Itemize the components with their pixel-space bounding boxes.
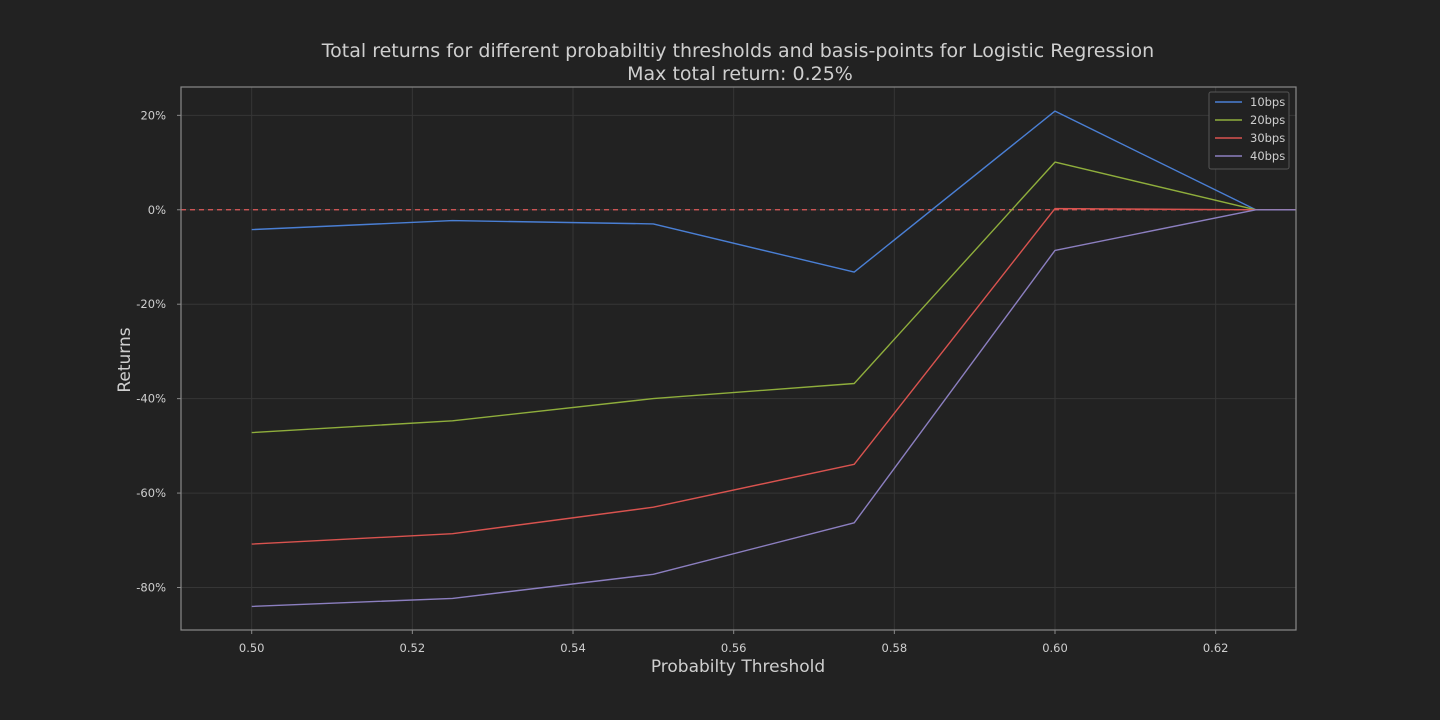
legend: 10bps 20bps 30bps 40bps — [1208, 91, 1290, 170]
x-tick-label: 0.58 — [882, 641, 908, 655]
legend-label-30bps: 30bps — [1250, 131, 1285, 145]
y-axis-label: Returns — [115, 327, 135, 392]
series-line-40bps — [251, 209, 1296, 608]
series-lines — [251, 110, 1296, 608]
y-tick-label: -40% — [136, 392, 166, 406]
chart-title: Total returns for different probabiltiy … — [321, 40, 1154, 62]
y-tick-label: -20% — [136, 297, 166, 311]
legend-label-20bps: 20bps — [1250, 113, 1285, 127]
legend-label-40bps: 40bps — [1250, 149, 1285, 163]
x-tick-label: 0.50 — [239, 641, 265, 655]
legend-label-10bps: 10bps — [1250, 95, 1285, 109]
y-tick-label: -80% — [136, 581, 166, 595]
chart-subtitle: Max total return: 0.25% — [627, 63, 853, 85]
legend-box — [1208, 91, 1290, 170]
x-tick-label: 0.56 — [721, 641, 747, 655]
x-tick-label: 0.54 — [560, 641, 586, 655]
grid-lines — [181, 87, 1296, 630]
y-tick-label: 0% — [148, 203, 166, 217]
x-tick-label: 0.60 — [1042, 641, 1068, 655]
y-axis-ticks: 20% 0% -20% -40% -60% -80% — [136, 108, 181, 595]
x-tick-label: 0.52 — [400, 641, 426, 655]
x-axis-label: Probabilty Threshold — [651, 657, 825, 677]
x-tick-label: 0.62 — [1203, 641, 1229, 655]
y-tick-label: -60% — [136, 486, 166, 500]
y-tick-label: 20% — [140, 108, 166, 122]
plot-area-frame — [180, 86, 1297, 631]
x-axis-ticks: 0.50 0.52 0.54 0.56 0.58 0.60 0.62 — [239, 630, 1229, 655]
